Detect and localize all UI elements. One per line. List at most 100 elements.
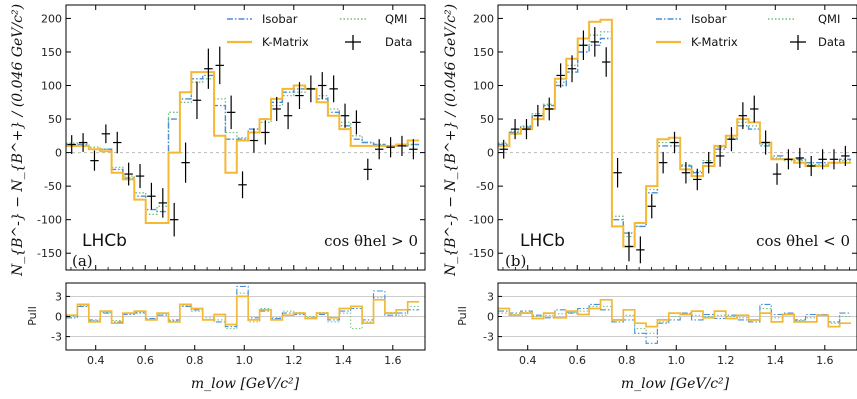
data-point <box>806 155 816 177</box>
data-point <box>510 119 520 140</box>
x-tick-label: 0.4 <box>87 354 105 367</box>
data-point <box>658 151 668 174</box>
legend-kmatrix-label: K-Matrix <box>262 35 309 49</box>
pull-qmi-line <box>66 292 420 330</box>
legend-data-label: Data <box>818 35 845 49</box>
data-point <box>601 47 611 77</box>
y-tick-label: 150 <box>473 46 494 59</box>
panel-a-main-axes: -150 -100 -50 0 50 100 150 200 <box>37 5 425 270</box>
data-point <box>693 168 702 191</box>
panel-a-xlabel: m_low [GeV/c²] <box>191 376 300 392</box>
pull-isobar-line <box>498 303 852 344</box>
data-point <box>761 130 770 155</box>
x-tick-label: 1.0 <box>668 354 686 367</box>
panel-b-condition-label: cos θhel < 0 <box>756 232 850 250</box>
y-tick-label: 50 <box>48 113 62 126</box>
panel-a-pull-ylabel: Pull <box>26 306 39 326</box>
data-point <box>624 231 634 262</box>
data-point <box>567 55 577 83</box>
panel-b-pull-axes: 0.4 0.6 0.8 1.0 1.2 1.4 1.6 -3 0 3 <box>483 290 834 367</box>
data-point <box>613 157 622 188</box>
legend-qmi-label: QMI <box>385 12 407 26</box>
data-point <box>579 30 588 61</box>
x-tick-label: 1.0 <box>236 354 254 367</box>
x-tick-label: 0.6 <box>136 354 154 367</box>
data-point <box>78 133 88 152</box>
data-point <box>261 120 270 145</box>
legend-qmi-label: QMI <box>818 12 840 26</box>
data-point <box>818 149 827 170</box>
data-point <box>727 127 736 152</box>
data-point <box>215 46 224 85</box>
panel-b-pull-plot <box>498 295 857 344</box>
data-point <box>181 142 190 183</box>
panel-a-experiment-label: LHCb <box>82 231 127 251</box>
data-point <box>533 104 543 127</box>
data-point <box>556 63 565 88</box>
x-tick-label: 1.6 <box>816 354 834 367</box>
data-point <box>113 131 122 154</box>
data-point <box>363 158 373 181</box>
data-point <box>192 81 202 120</box>
pull-y-tick-label: 3 <box>55 290 62 303</box>
y-tick-label: 150 <box>41 46 62 59</box>
panel-a-legend: Isobar K-Matrix QMI Data <box>227 12 412 50</box>
x-tick-label: 1.2 <box>717 354 735 367</box>
series-kmatrix-line <box>498 18 852 248</box>
panel-b-main-frame <box>497 4 857 271</box>
y-tick-label: -100 <box>469 214 494 227</box>
data-point <box>238 171 247 199</box>
legend-isobar-label: Isobar <box>691 12 727 26</box>
panel-a-condition-label: cos θhel > 0 <box>324 232 418 250</box>
data-point <box>738 102 748 130</box>
data-point <box>124 162 133 186</box>
y-tick-label: 100 <box>41 80 62 93</box>
data-point <box>318 72 327 99</box>
legend-data-label: Data <box>385 35 412 49</box>
panel-b-ylabel: N_{B^-} − N_{B^+} / (0.046 GeV/c²) <box>443 4 459 277</box>
y-tick-label: -150 <box>37 247 62 260</box>
panel-b-main-plot <box>498 18 857 264</box>
data-point <box>272 96 281 122</box>
pull-kmatrix-line <box>66 295 420 326</box>
x-tick-label: 1.6 <box>384 354 402 367</box>
panel-b: -150 -100 -50 0 50 100 150 200 0.4 0.6 0.8 1.0 1.2 1… <box>443 4 857 392</box>
data-point <box>90 150 99 171</box>
panel-a-ylabel: N_{B^-} − N_{B^+} / (0.046 GeV/c²) <box>10 4 26 277</box>
data-point <box>67 135 76 154</box>
data-point <box>715 145 725 167</box>
panel-b-main-axes: -150 -100 -50 0 50 100 150 200 <box>469 5 857 270</box>
data-point <box>409 139 418 160</box>
y-tick-label: -50 <box>44 180 62 193</box>
x-tick-label: 0.6 <box>568 354 586 367</box>
data-point <box>590 27 600 57</box>
data-point <box>750 95 759 123</box>
data-point <box>670 131 679 154</box>
data-point <box>386 137 395 158</box>
data-point <box>204 48 213 89</box>
data-point <box>647 194 656 219</box>
panel-b-experiment-label: LHCb <box>520 231 565 251</box>
data-point <box>397 135 407 156</box>
y-tick-label: 0 <box>55 147 62 160</box>
data-point <box>829 149 839 170</box>
data-point <box>306 75 316 103</box>
x-tick-label: 1.4 <box>335 354 353 367</box>
y-tick-label: -150 <box>469 247 494 260</box>
y-tick-label: 200 <box>473 12 494 25</box>
data-point <box>283 102 293 130</box>
data-point <box>352 110 361 135</box>
data-point <box>636 236 645 264</box>
pull-y-tick-label: -3 <box>483 331 494 344</box>
data-point <box>784 149 793 170</box>
x-tick-label: 1.2 <box>285 354 303 367</box>
x-tick-label: 0.8 <box>186 354 204 367</box>
data-point <box>147 182 156 210</box>
panel-b-pull-ylabel: Pull <box>456 306 469 326</box>
panel-a-pull-plot <box>66 285 425 338</box>
y-tick-label: -100 <box>37 214 62 227</box>
x-tick-label: 0.8 <box>618 354 636 367</box>
data-point <box>249 128 259 153</box>
pull-kmatrix-line <box>498 298 852 328</box>
